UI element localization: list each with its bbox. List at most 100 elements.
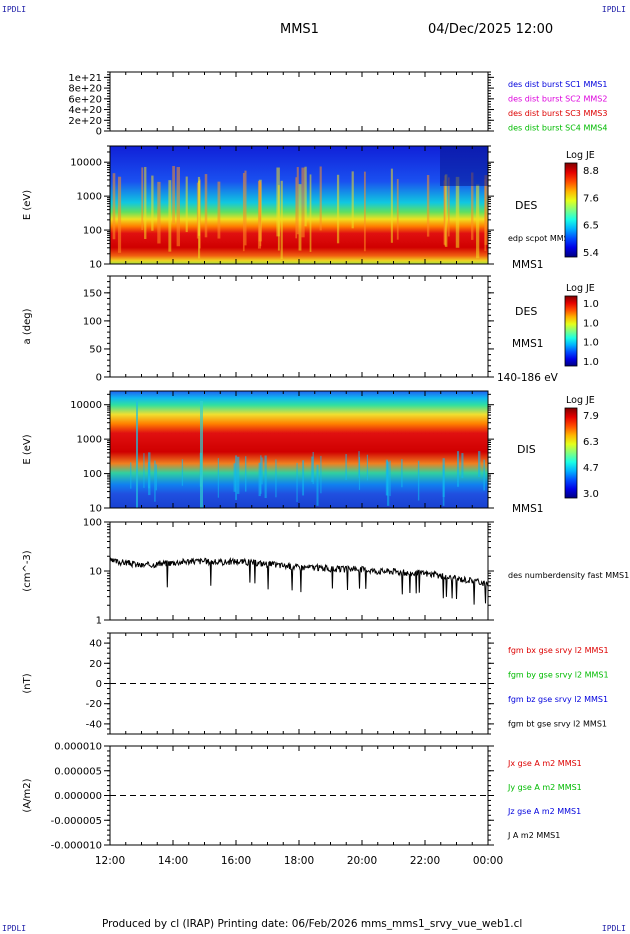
side-label: DES: [515, 199, 537, 212]
corner-label-top-left: IPDLI: [2, 5, 27, 14]
spectrogram-streak: [390, 168, 393, 243]
spectrogram-streak: [117, 176, 122, 253]
side-label: MMS1: [512, 503, 543, 515]
spectrogram-streak: [471, 172, 474, 240]
ytick-label: 0.000005: [54, 766, 102, 777]
colorbar-tick: 7.9: [583, 411, 599, 422]
spectrogram-streak: [264, 455, 267, 499]
spectrogram-streak: [336, 174, 340, 244]
spectrogram-streak: [259, 182, 262, 247]
spectrogram-streak: [298, 184, 302, 251]
ytick-label: 50: [89, 344, 102, 355]
spectrogram-streak: [276, 167, 280, 237]
spectrogram-streak: [484, 179, 487, 252]
ytick-label: 10000: [70, 400, 102, 411]
spectrogram-streak: [387, 461, 390, 506]
density-line: [109, 556, 489, 605]
legend-entry: des numberdensity fast MMS1: [508, 571, 629, 580]
ytick-label: -0.000005: [51, 816, 102, 827]
ytick-label: 10: [89, 260, 102, 271]
spectrogram-streak: [151, 175, 154, 231]
corner-label-bottom-right: IPDLI: [601, 924, 626, 933]
colorbar-tick: 4.7: [583, 463, 599, 474]
xtick-label: 00:00: [473, 855, 503, 867]
ytick-label: 1e+21: [68, 73, 102, 84]
ytick-label: -0.000010: [51, 841, 102, 852]
spacecraft-title: MMS1: [280, 22, 319, 37]
spectrogram-streak: [181, 459, 184, 486]
legend-entry: des dist burst SC1 MMS1: [508, 80, 607, 89]
legend-entry: fgm bz gse srvy l2 MMS1: [508, 695, 608, 704]
spectrogram-streak: [320, 455, 322, 494]
legend-entry: des dist burst SC4 MMS4: [508, 124, 607, 133]
spectrogram-streak: [302, 460, 305, 496]
side-label: DES: [515, 305, 537, 318]
side-label: DIS: [517, 443, 536, 456]
spectrogram-streak: [196, 182, 199, 239]
spectrogram-streak: [311, 456, 314, 482]
spectrogram-streak: [444, 174, 448, 247]
spectrogram-streak: [455, 176, 460, 248]
spectrogram-streak: [358, 457, 361, 490]
spectrogram-streak: [456, 451, 460, 487]
spectrogram-streak: [154, 460, 156, 502]
spectrogram-streak: [389, 460, 391, 497]
legend-entry: Jy gse A m2 MMS1: [507, 783, 582, 792]
spectrogram-streak: [185, 176, 188, 233]
spectrogram-streak: [217, 181, 221, 239]
datetime-title: 04/Dec/2025 12:00: [428, 22, 554, 37]
ytick-label: 0.000000: [54, 791, 102, 802]
colorbar-title: Log JE: [566, 150, 595, 161]
spectrogram-streak: [236, 456, 240, 494]
xtick-label: 14:00: [158, 855, 188, 867]
spectrogram-streak: [172, 166, 175, 224]
legend-entry: Jz gse A m2 MMS1: [507, 807, 581, 816]
ytick-label: 10000: [70, 158, 102, 169]
spectrogram-streak: [217, 458, 219, 498]
legend-entry: fgm by gse srvy l2 MMS1: [508, 671, 609, 680]
spectrogram-streak: [363, 171, 366, 252]
spectrogram-shade: [440, 146, 488, 186]
ytick-label: 0: [96, 373, 102, 384]
spectrogram-streak: [396, 179, 399, 240]
side-label: MMS1: [512, 338, 543, 350]
ytick-label: 100: [83, 518, 102, 529]
colorbar: [564, 295, 578, 367]
ytick-label: 0: [96, 679, 102, 690]
colorbar-tick: 1.0: [583, 357, 599, 368]
ytick-label: 1: [96, 616, 102, 627]
spectrogram-streak: [148, 452, 151, 496]
spectrogram-streak: [319, 166, 322, 231]
ytick-label: 100: [83, 316, 102, 327]
colorbar-tick: 1.0: [583, 318, 599, 329]
spectrogram-streak: [244, 456, 247, 492]
spectrogram-streak: [316, 464, 319, 506]
ytick-label: 0.000010: [54, 742, 102, 753]
xtick-label: 12:00: [95, 855, 125, 867]
ytick-label: 100: [83, 469, 102, 480]
spectrogram-streak: [461, 453, 464, 479]
spectrogram-streak: [275, 459, 277, 498]
ytick-label: 1000: [77, 192, 102, 203]
spectrogram-streak: [198, 180, 201, 259]
colorbar: [564, 407, 578, 499]
dist-panel-frame: [109, 71, 489, 132]
axis-label-des-energy: E (eV): [22, 190, 33, 220]
ytick-label: 1000: [77, 435, 102, 446]
spectrogram-streak: [351, 171, 354, 229]
legend-entry: fgm bx gse srvy l2 MMS1: [508, 646, 609, 655]
spectrogram-streak: [143, 453, 145, 488]
ytick-label: 8e+20: [68, 84, 102, 95]
colorbar-tick: 1.0: [583, 338, 599, 349]
spectrogram-streak: [345, 454, 347, 480]
spectrogram-streak: [442, 465, 445, 506]
spectrogram-streak: [417, 460, 420, 501]
spectrogram-streak: [157, 181, 161, 244]
colorbar-title: Log JE: [566, 283, 595, 294]
axis-label-magnetic-field: (nT): [22, 673, 33, 693]
spectrogram-streak: [200, 401, 203, 508]
des-pitch-frame: [109, 275, 489, 378]
side-label: MMS1: [512, 259, 543, 271]
colorbar-tick: 6.3: [583, 437, 599, 448]
legend-entry: Jx gse A m2 MMS1: [507, 759, 582, 768]
